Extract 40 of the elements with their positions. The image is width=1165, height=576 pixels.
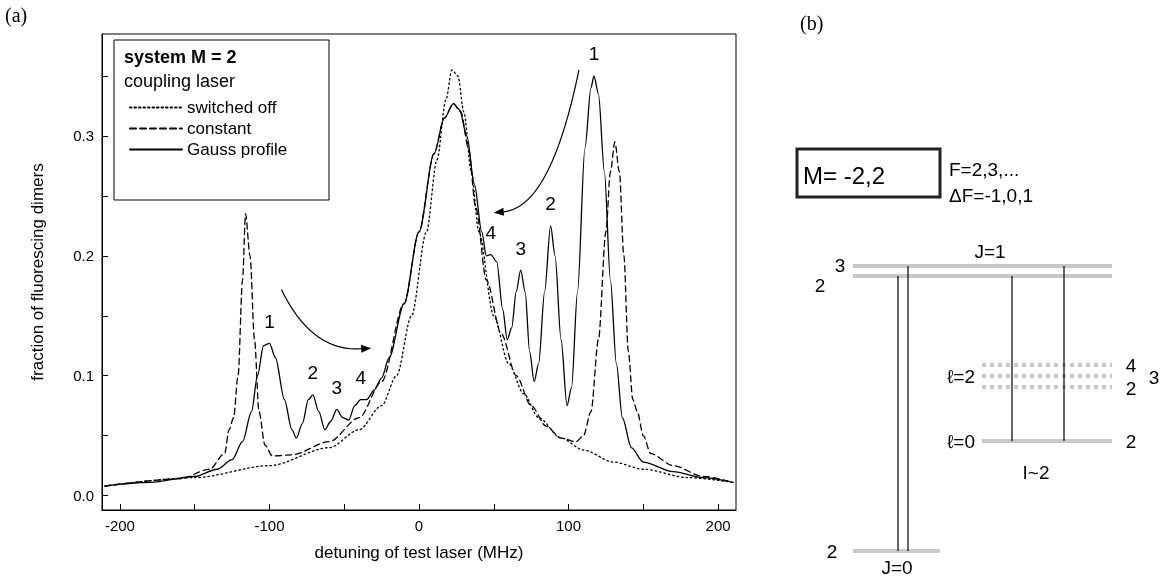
x-axis-title: detuning of test laser (MHz) <box>314 543 524 562</box>
x-tick-label: 0 <box>414 517 424 534</box>
text: J=0 <box>881 557 913 576</box>
x-tick-label: -200 <box>104 517 135 534</box>
text: 2 <box>826 541 838 562</box>
y-tick-label: 0.3 <box>73 127 94 145</box>
annotation: 2 <box>545 193 556 215</box>
text: 2 <box>814 275 826 296</box>
text: ΔF=-1,0,1 <box>949 185 1033 206</box>
annotation: 3 <box>515 237 526 259</box>
text: F=2,3,... <box>949 159 1020 180</box>
text: ℓ=0 <box>947 431 975 452</box>
text: ℓ=2 <box>947 366 975 387</box>
text: 2 <box>1125 378 1137 399</box>
text: 2 <box>1125 431 1137 452</box>
annotation: 3 <box>331 376 343 398</box>
y-tick-label: 0.0 <box>73 487 94 505</box>
annotation: 2 <box>307 362 319 384</box>
text: 3 <box>834 255 846 276</box>
chart-title: (a) <box>5 4 28 27</box>
annotation: 1 <box>264 310 275 332</box>
text: 4 <box>1125 355 1137 376</box>
legend-label: Gauss profile <box>187 140 288 159</box>
x-tick-label: 200 <box>705 517 731 534</box>
text: J=1 <box>974 241 1006 262</box>
legend-label: constant <box>187 119 252 138</box>
y-axis-title: fraction of fluorescing dimers <box>28 163 47 381</box>
text: (b) <box>800 12 824 35</box>
text: I~2 <box>1022 462 1050 483</box>
x-tick-label: -100 <box>254 517 285 534</box>
annotation: 4 <box>355 367 367 389</box>
legend-label: switched off <box>187 98 277 117</box>
text: 3 <box>1148 367 1160 388</box>
x-tick-label: 100 <box>556 517 582 534</box>
annotation: 4 <box>485 222 497 244</box>
y-tick-label: 0.2 <box>73 247 94 265</box>
annotation: 1 <box>588 43 600 65</box>
y-tick-label: 0.1 <box>73 367 94 385</box>
legend-title: system M = 2 coupling laser <box>124 47 237 91</box>
text: M= -2,2 <box>803 162 886 189</box>
